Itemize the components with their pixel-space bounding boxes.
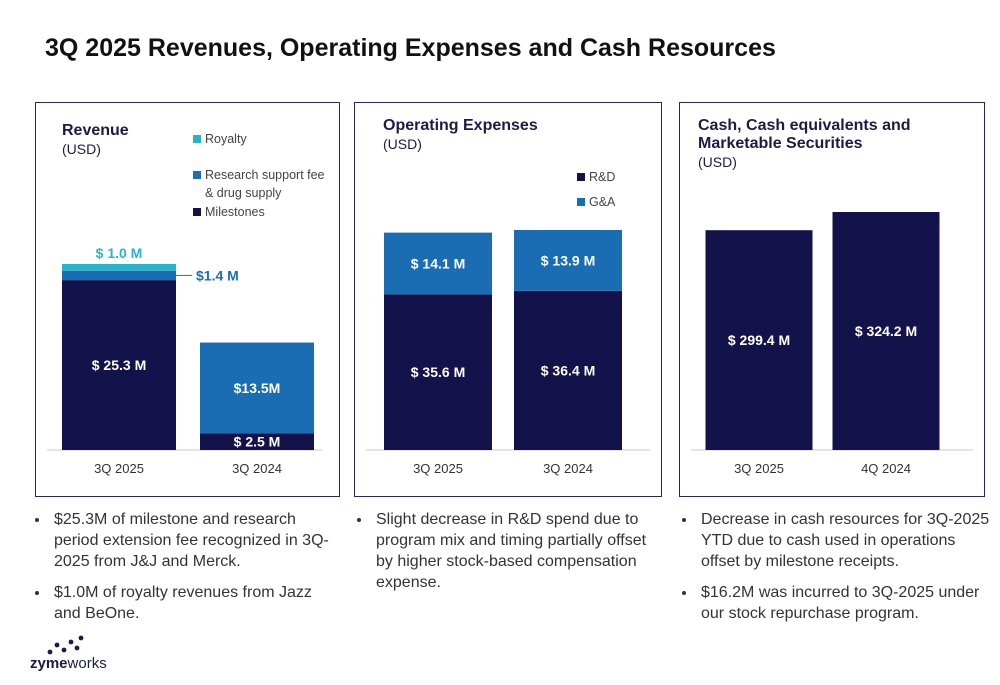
logo-dots: [47, 635, 84, 655]
chart-panel: [35, 102, 340, 497]
bullet-list: Slight decrease in R&D spend due to prog…: [352, 509, 657, 603]
bullet-item: $1.0M of royalty revenues from Jazz and …: [50, 582, 335, 624]
legend-entry: Royalty: [193, 130, 330, 148]
legend-label: Royalty: [205, 132, 247, 146]
value-label: $ 36.4 M: [541, 362, 595, 378]
slide-title: 3Q 2025 Revenues, Operating Expenses and…: [45, 34, 776, 62]
bar-segment: [384, 294, 492, 450]
logo-bold: zyme: [30, 655, 68, 672]
logo: zymeworks: [30, 655, 107, 672]
legend-swatch: [193, 208, 201, 216]
bar-segment: [384, 232, 492, 295]
bullet-list: Decrease in cash resources for 3Q-2025 Y…: [677, 509, 997, 634]
logo-light: works: [67, 655, 107, 672]
chart-title: Operating Expenses (USD): [383, 117, 583, 153]
bullet-item: Decrease in cash resources for 3Q-2025 Y…: [697, 509, 997, 572]
legend-swatch: [577, 173, 585, 181]
chart-panel: [679, 102, 985, 497]
chart-title-text: Cash, Cash equivalents and Marketable Se…: [698, 117, 911, 152]
bullet-list: $25.3M of milestone and research period …: [30, 509, 335, 634]
x-tick-label: 3Q 2025: [734, 461, 784, 476]
bar-segment: [200, 342, 314, 434]
chart-title: Cash, Cash equivalents and Marketable Se…: [698, 117, 928, 171]
legend-swatch: [193, 171, 201, 179]
bar-segment: [62, 264, 176, 271]
legend-entry: G&A: [577, 193, 714, 211]
value-label: $1.4 M: [196, 267, 239, 283]
legend-swatch: [577, 198, 585, 206]
chart-title-text: Revenue: [62, 122, 129, 139]
value-label: $ 1.0 M: [96, 245, 143, 261]
bullet-item: $16.2M was incurred to 3Q-2025 under our…: [697, 582, 997, 624]
bar-segment: [200, 433, 314, 450]
bullet-item: Slight decrease in R&D spend due to prog…: [372, 509, 657, 593]
bar-segment: [832, 212, 940, 450]
x-tick-label: 3Q 2025: [94, 461, 144, 476]
bar-segment: [62, 270, 176, 281]
bar-segment: [62, 280, 176, 450]
chart-panel: [354, 102, 662, 497]
chart-subtitle: (USD): [383, 136, 422, 152]
legend-entry: Milestones: [193, 203, 330, 221]
bar-segment: [514, 290, 622, 450]
value-label: $13.5M: [234, 380, 281, 396]
value-label: $ 25.3 M: [92, 357, 146, 373]
chart-subtitle: (USD): [62, 141, 101, 157]
value-label: $ 14.1 M: [411, 255, 465, 271]
legend-entry: Research support fee & drug supply: [193, 166, 330, 202]
legend-label: Milestones: [205, 205, 265, 219]
legend-label: R&D: [589, 170, 616, 184]
value-label: $ 299.4 M: [728, 332, 790, 348]
x-tick-label: 4Q 2024: [861, 461, 911, 476]
legend-label: Research support fee & drug supply: [205, 168, 325, 200]
bar-segment: [705, 230, 813, 450]
value-label: $ 2.5 M: [234, 434, 281, 450]
chart-subtitle: (USD): [698, 154, 737, 170]
value-label: $ 13.9 M: [541, 252, 595, 268]
bullet-item: $25.3M of milestone and research period …: [50, 509, 335, 572]
x-tick-label: 3Q 2025: [413, 461, 463, 476]
x-tick-label: 3Q 2024: [543, 461, 593, 476]
legend-entry: R&D: [577, 168, 714, 186]
bar-segment: [514, 230, 622, 291]
x-tick-label: 3Q 2024: [232, 461, 282, 476]
chart-title-text: Operating Expenses: [383, 117, 538, 134]
legend-swatch: [193, 135, 201, 143]
value-label: $ 35.6 M: [411, 364, 465, 380]
legend-label: G&A: [589, 195, 616, 209]
chart-title: Revenue (USD): [62, 122, 182, 158]
value-label: $ 324.2 M: [855, 323, 917, 339]
